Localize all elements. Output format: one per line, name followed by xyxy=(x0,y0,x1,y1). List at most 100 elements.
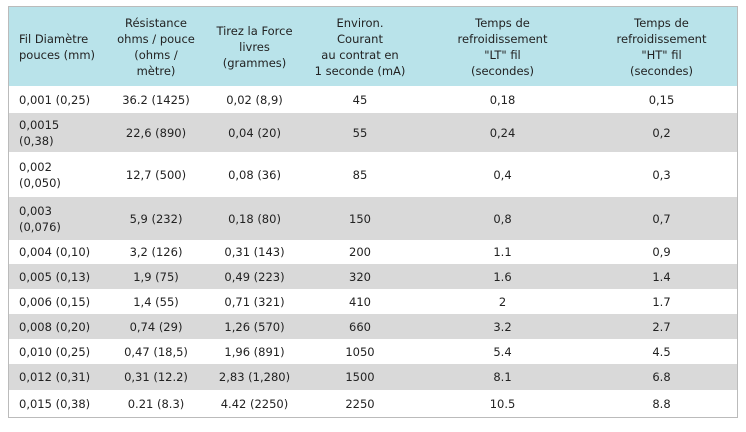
cell-line: 1 seconde (mA) xyxy=(314,63,406,78)
cell-line: Courant xyxy=(337,31,383,46)
table-cell: 1,9 (75) xyxy=(104,264,208,289)
cell-line: 0,31 (143) xyxy=(224,245,285,259)
cell-line: 0,8 xyxy=(493,211,512,226)
cell-line: (ohms / xyxy=(134,47,178,62)
cell-line: 1.1 xyxy=(493,245,512,259)
table-cell: 2.7 xyxy=(586,314,737,339)
table-cell: 0,7 xyxy=(586,197,737,240)
table-cell: 0,24 xyxy=(419,113,586,152)
cell-line: 0,003 xyxy=(19,203,52,218)
cell-line: 85 xyxy=(352,167,368,182)
table-cell: 1,4 (55) xyxy=(104,289,208,314)
cell-line: Environ. xyxy=(336,15,384,30)
cell-line: 8.8 xyxy=(652,396,671,411)
table-cell: 12,7 (500) xyxy=(104,152,208,197)
table-row: 0,002 (0,050) 12,7 (500) 0,08 (36) 85 0,4 0,3 xyxy=(9,152,737,197)
cell-line: 0,006 (0,15) xyxy=(19,294,91,309)
cell-line: 8.1 xyxy=(493,370,512,384)
table-cell: 0,001 (0,25) xyxy=(9,86,104,113)
cell-line: Tirez la Force xyxy=(216,23,293,38)
table-cell: 8.8 xyxy=(586,390,737,417)
table-cell: 1050 xyxy=(301,339,419,364)
header-cell: Temps de refroidissement "HT" fil (secondes… xyxy=(586,7,737,86)
cell-line: 5.4 xyxy=(493,344,512,359)
cell-line: 0,49 (223) xyxy=(224,269,285,284)
header-cell: Fil Diamètre pouces (mm) xyxy=(9,7,104,86)
table-cell: 0,8 xyxy=(419,197,586,240)
cell-line: (secondes) xyxy=(470,63,535,78)
table-row: 0,015 (0,38) 0.21 (8.3) 4.42 (2250) 2250 10.… xyxy=(9,390,737,417)
table-cell: 5.4 xyxy=(419,339,586,364)
header-row: Fil Diamètre pouces (mm) Résistance ohms / … xyxy=(9,7,737,86)
cell-line: 0,18 (80) xyxy=(228,211,281,226)
cell-line: 320 xyxy=(349,269,371,284)
cell-line: 0,31 (12.2) xyxy=(124,370,188,384)
cell-line: 2,83 (1,280) xyxy=(218,370,291,384)
cell-line: 1,9 (75) xyxy=(133,269,179,284)
table-cell: 4.5 xyxy=(586,339,737,364)
table-row: 0,004 (0,10) 3,2 (126) 0,31 (143) 200 1.1 0,9 xyxy=(9,240,737,264)
cell-line: 0,71 (321) xyxy=(224,294,285,309)
cell-line: (0,050) xyxy=(19,175,61,190)
cell-line: 0,015 (0,38) xyxy=(19,396,91,411)
table-cell: 0,49 (223) xyxy=(208,264,301,289)
cell-line: 0,02 (8,9) xyxy=(226,92,283,107)
table-cell: 85 xyxy=(301,152,419,197)
table-cell: 0,005 (0,13) xyxy=(9,264,104,289)
cell-line: 200 xyxy=(349,245,371,259)
table-cell: 0,015 (0,38) xyxy=(9,390,104,417)
cell-line: 150 xyxy=(349,211,371,226)
table-cell: 660 xyxy=(301,314,419,339)
table-cell: 0,15 xyxy=(586,86,737,113)
cell-line: 1,26 (570) xyxy=(224,319,285,334)
table-cell: 0,18 (80) xyxy=(208,197,301,240)
table-cell: 0,002 (0,050) xyxy=(9,152,104,197)
cell-line: (0,076) xyxy=(19,219,61,234)
cell-line: mètre) xyxy=(136,63,176,78)
cell-line: 22,6 (890) xyxy=(125,125,187,140)
table-cell: 1.7 xyxy=(586,289,737,314)
cell-line: 36.2 (1425) xyxy=(122,92,190,107)
table-cell: 1.4 xyxy=(586,264,737,289)
table-row: 0,006 (0,15) 1,4 (55) 0,71 (321) 410 2 1.7 xyxy=(9,289,737,314)
table-cell: 1,26 (570) xyxy=(208,314,301,339)
cell-line: refroidissement xyxy=(616,31,707,46)
cell-line: 0,0015 xyxy=(19,117,60,132)
cell-line: 4.5 xyxy=(652,344,671,359)
cell-line: "HT" fil xyxy=(641,47,682,62)
cell-line: 0,15 xyxy=(648,92,675,107)
cell-line: 5,9 (232) xyxy=(129,211,183,226)
cell-line: Temps de xyxy=(634,15,689,30)
table-cell: 0,31 (12.2) xyxy=(104,364,208,390)
table-cell: 2,83 (1,280) xyxy=(208,364,301,390)
table-cell: 1.1 xyxy=(419,240,586,264)
cell-line: 0,47 (18,5) xyxy=(124,344,188,359)
cell-line: 1.7 xyxy=(652,294,671,309)
table-cell: 320 xyxy=(301,264,419,289)
table-row: 0,003 (0,076) 5,9 (232) 0,18 (80) 150 0,8 0,7 xyxy=(9,197,737,240)
table-row: 0,0015 (0,38) 22,6 (890) 0,04 (20) 55 0,24 0,2 xyxy=(9,113,737,152)
cell-line: 6.8 xyxy=(652,370,671,384)
table-cell: 6.8 xyxy=(586,364,737,390)
table-cell: 0,18 xyxy=(419,86,586,113)
table-cell: 200 xyxy=(301,240,419,264)
cell-line: 0,4 xyxy=(493,167,512,182)
cell-line: Fil Diamètre xyxy=(19,31,89,46)
table-row: 0,008 (0,20) 0,74 (29) 1,26 (570) 660 3.2 2.7 xyxy=(9,314,737,339)
cell-line: 0.21 (8.3) xyxy=(127,396,185,411)
cell-line: 2250 xyxy=(345,396,375,411)
table-cell: 5,9 (232) xyxy=(104,197,208,240)
table-cell: 8.1 xyxy=(419,364,586,390)
cell-line: 660 xyxy=(349,319,371,334)
cell-line: 1.6 xyxy=(493,269,512,284)
cell-line: 0,9 xyxy=(652,245,671,259)
cell-line: 0,002 xyxy=(19,159,52,174)
cell-line: au contrat en xyxy=(321,47,399,62)
table-cell: 0,003 (0,076) xyxy=(9,197,104,240)
cell-line: 0,005 (0,13) xyxy=(19,269,91,284)
table-row: 0,001 (0,25) 36.2 (1425) 0,02 (8,9) 45 0,18 0… xyxy=(9,86,737,113)
cell-line: 0,008 (0,20) xyxy=(19,319,91,334)
cell-line: (secondes) xyxy=(629,63,694,78)
cell-line: refroidissement xyxy=(457,31,548,46)
table-cell: 0,010 (0,25) xyxy=(9,339,104,364)
